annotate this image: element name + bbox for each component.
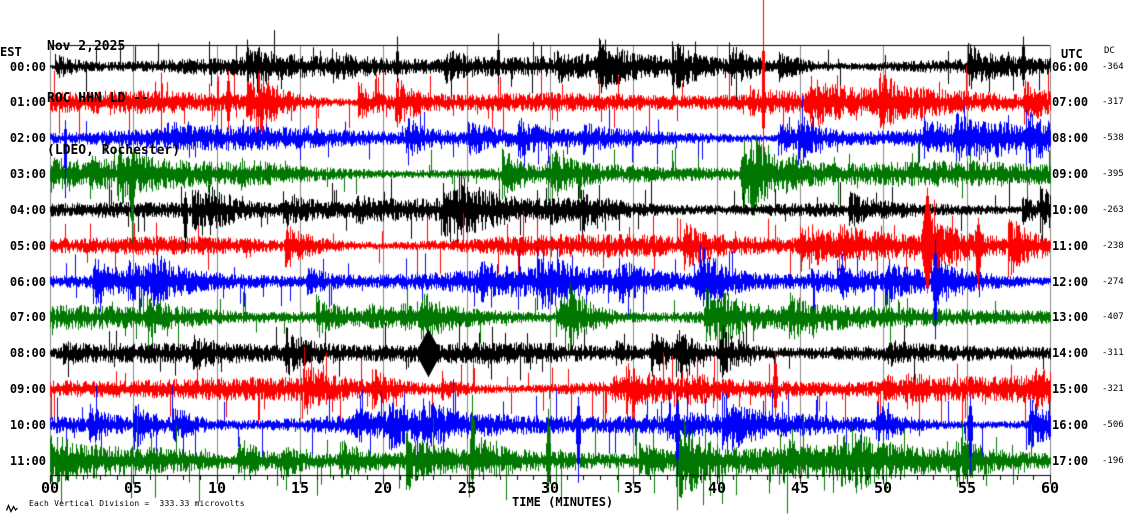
x-tick-label: 25 — [457, 479, 477, 497]
est-time-label: 04:00 — [9, 203, 46, 217]
dc-value: -395 — [1102, 169, 1124, 179]
utc-time-label: 13:00 — [1052, 310, 1089, 324]
utc-time-label: 08:00 — [1052, 131, 1089, 145]
est-time-label: 11:00 — [9, 454, 46, 468]
dc-value: -317 — [1102, 97, 1124, 107]
est-time-label: 08:00 — [9, 346, 46, 360]
station-label: ROC HHN LD -- — [47, 91, 149, 106]
utc-time-label: 06:00 — [1052, 60, 1089, 74]
est-time-label: 05:00 — [9, 239, 46, 253]
utc-time-label: 14:00 — [1052, 346, 1089, 360]
utc-axis-header: UTC — [1061, 47, 1083, 61]
x-tick-label: 55 — [957, 479, 977, 497]
dc-value: -238 — [1102, 241, 1124, 251]
x-tick-label: 35 — [623, 479, 643, 497]
x-tick-label: 30 — [540, 479, 560, 497]
x-tick-label: 10 — [207, 479, 227, 497]
dc-value: -263 — [1102, 205, 1124, 215]
x-tick-label: 45 — [790, 479, 810, 497]
x-tick-label: 20 — [373, 479, 393, 497]
x-tick-label: 00 — [40, 479, 60, 497]
est-axis-header: EST — [0, 45, 22, 59]
est-time-label: 10:00 — [9, 418, 46, 432]
utc-time-label: 17:00 — [1052, 454, 1089, 468]
utc-time-label: 11:00 — [1052, 239, 1089, 253]
x-tick-label: 15 — [290, 479, 310, 497]
est-time-label: 03:00 — [9, 167, 46, 181]
utc-time-label: 07:00 — [1052, 95, 1089, 109]
x-tick-label: 05 — [123, 479, 143, 497]
plot-header: Nov 2,2025 ROC HHN LD -- (LDEO, Rocheste… — [47, 2, 180, 177]
utc-time-label: 16:00 — [1052, 418, 1089, 432]
dc-value: -364 — [1102, 62, 1124, 72]
dc-value: -196 — [1102, 456, 1124, 466]
dc-value: -311 — [1102, 348, 1124, 358]
utc-time-label: 09:00 — [1052, 167, 1089, 181]
dc-axis-header: DC — [1104, 46, 1115, 56]
scale-note: Each Vertical Division = 333.33 microvol… — [29, 499, 245, 508]
x-axis-title: TIME (MINUTES) — [512, 495, 614, 509]
est-time-label: 06:00 — [9, 275, 46, 289]
date-label: Nov 2,2025 — [47, 39, 126, 54]
dc-value: -321 — [1102, 384, 1124, 394]
dc-value: -274 — [1102, 277, 1124, 287]
x-tick-label: 40 — [707, 479, 727, 497]
est-time-label: 09:00 — [9, 382, 46, 396]
est-time-label: 01:00 — [9, 95, 46, 109]
est-time-label: 00:00 — [9, 60, 46, 74]
dc-value: -538 — [1102, 133, 1124, 143]
waveform-mark-icon — [6, 504, 18, 513]
network-label: (LDEO, Rochester) — [47, 143, 181, 158]
x-tick-label: 60 — [1040, 479, 1060, 497]
utc-time-label: 10:00 — [1052, 203, 1089, 217]
utc-time-label: 15:00 — [1052, 382, 1089, 396]
est-time-label: 07:00 — [9, 310, 46, 324]
dc-value: -407 — [1102, 312, 1124, 322]
x-tick-label: 50 — [873, 479, 893, 497]
dc-value: -506 — [1102, 420, 1124, 430]
utc-time-label: 12:00 — [1052, 275, 1089, 289]
est-time-label: 02:00 — [9, 131, 46, 145]
